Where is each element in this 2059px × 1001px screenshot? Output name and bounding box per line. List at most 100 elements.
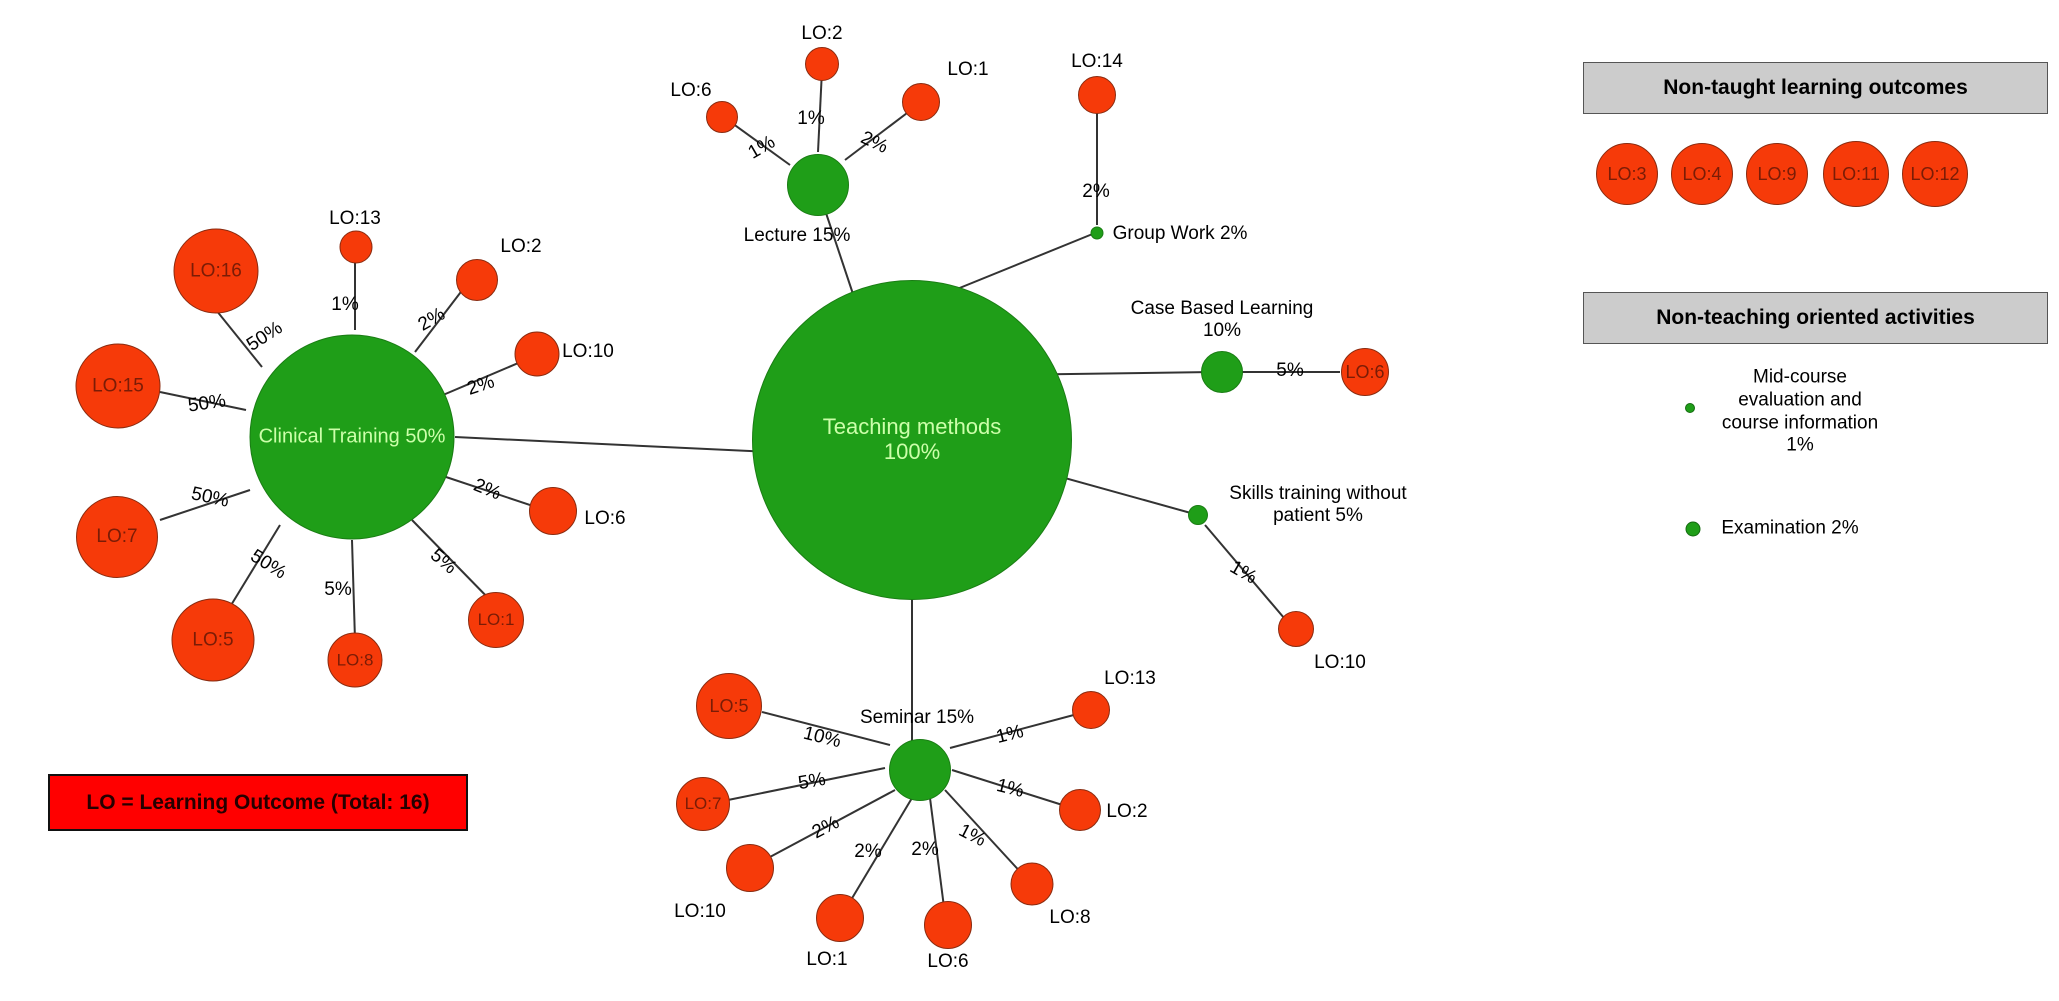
edge-seminar-lo13 <box>949 711 1086 749</box>
lo-node-clinical-lo7[interactable]: LO:7 <box>76 496 158 578</box>
hub-clinical-training-label: Clinical Training 50% <box>258 425 446 448</box>
edge-label-groupwork-root: 2% <box>1082 181 1110 202</box>
hub-skills-training-label: Skills training without patient 5% <box>1229 483 1407 526</box>
lo-node-clinical-lo13[interactable] <box>339 230 373 264</box>
lo-label-groupwork-lo14: LO:14 <box>1071 51 1123 73</box>
legend-lo-node-11[interactable]: LO:11 <box>1823 141 1889 207</box>
lo-label-lecture-lo1: LO:1 <box>947 59 989 81</box>
hub-case-based-learning-label: Case Based Learning 10% <box>1130 298 1314 341</box>
edge-seminar-lo2 <box>951 769 1073 809</box>
lo-label-skills-lo10: LO:10 <box>1314 652 1366 674</box>
hub-case-based-learning[interactable] <box>1201 351 1243 393</box>
edge-label-seminar-lo1: 2% <box>854 841 882 862</box>
lo-node-clinical-lo15[interactable]: LO:15 <box>75 343 161 429</box>
edge-root-clinical <box>454 436 771 453</box>
legend-non-taught-title: Non-taught learning outcomes <box>1663 76 1968 99</box>
lo-key-box: LO = Learning Outcome (Total: 16) <box>48 774 468 831</box>
legend-non-taught-header: Non-taught learning outcomes <box>1583 62 2048 114</box>
edge-seminar-lo5 <box>761 711 891 746</box>
lo-node-groupwork-lo14[interactable] <box>1078 76 1116 114</box>
lo-node-clinical-lo1-label: LO:1 <box>477 610 515 630</box>
hub-teaching-methods-label: Teaching methods 100% <box>822 414 1002 464</box>
activity-dot-mid-course <box>1685 403 1695 413</box>
lo-node-seminar-lo8[interactable] <box>1010 862 1054 906</box>
edge-label-seminar-lo7: 5% <box>796 768 828 795</box>
legend-lo-node-3[interactable]: LO:3 <box>1596 143 1658 205</box>
lo-node-clinical-lo2[interactable] <box>456 259 498 301</box>
edge-label-lecture-lo2: 1% <box>797 108 825 129</box>
activity-dot-examination <box>1685 521 1701 537</box>
edge-clinical-lo8 <box>351 539 356 641</box>
legend-lo-node-3-label: LO:3 <box>1607 163 1647 184</box>
legend-lo-node-12-label: LO:12 <box>1910 163 1960 184</box>
edge-clinical-lo7 <box>159 489 251 521</box>
lo-node-casebased-lo6[interactable]: LO:6 <box>1341 348 1389 396</box>
lo-label-lecture-lo6: LO:6 <box>670 80 712 102</box>
lo-label-clinical-lo2: LO:2 <box>500 236 542 258</box>
lo-node-clinical-lo8-label: LO:8 <box>336 650 374 670</box>
hub-lecture[interactable] <box>787 154 849 216</box>
lo-node-clinical-lo6[interactable] <box>529 487 577 535</box>
legend-lo-node-9[interactable]: LO:9 <box>1746 143 1808 205</box>
legend-non-teaching-title: Non-teaching oriented activities <box>1656 306 1975 329</box>
edge-clinical-lo15 <box>159 391 247 411</box>
lo-node-clinical-lo15-label: LO:15 <box>92 375 144 397</box>
edge-skills-lo10 <box>1204 524 1291 626</box>
legend-lo-node-11-label: LO:11 <box>1832 163 1880 184</box>
lo-node-skills-lo10[interactable] <box>1278 611 1314 647</box>
hub-seminar[interactable] <box>889 739 951 801</box>
lo-label-clinical-lo13: LO:13 <box>329 208 381 230</box>
lo-node-seminar-lo1[interactable] <box>816 894 864 942</box>
lo-node-lecture-lo2[interactable] <box>805 47 839 81</box>
lo-label-lecture-lo2: LO:2 <box>801 23 843 45</box>
legend-non-teaching-header: Non-teaching oriented activities <box>1583 292 2048 344</box>
edge-lecture-lo6 <box>724 117 791 166</box>
lo-key-label: LO = Learning Outcome (Total: 16) <box>86 790 430 814</box>
edge-label-clinical-lo8: 5% <box>324 579 352 600</box>
lo-node-clinical-lo16[interactable]: LO:16 <box>173 228 259 314</box>
lo-node-seminar-lo10[interactable] <box>726 844 774 892</box>
hub-group-work[interactable] <box>1090 226 1104 240</box>
edge-label-casebased-lo6: 5% <box>1276 360 1304 381</box>
edge-lecture-lo2 <box>817 69 823 153</box>
lo-node-seminar-lo6[interactable] <box>924 901 972 949</box>
legend-lo-node-4[interactable]: LO:4 <box>1671 143 1733 205</box>
activity-label-mid-course: Mid-course evaluation and course informa… <box>1721 366 1879 456</box>
edge-seminar-lo1 <box>844 797 913 911</box>
lo-label-seminar-lo13: LO:13 <box>1104 668 1156 690</box>
hub-clinical-training[interactable]: Clinical Training 50% <box>249 334 455 540</box>
lo-node-lecture-lo1[interactable] <box>902 83 940 121</box>
lo-node-clinical-lo5[interactable]: LO:5 <box>171 598 255 682</box>
lo-node-clinical-lo10[interactable] <box>514 331 560 377</box>
hub-teaching-methods[interactable]: Teaching methods 100% <box>752 280 1072 600</box>
edge-clinical-lo1 <box>411 519 496 606</box>
lo-label-seminar-lo1: LO:1 <box>806 949 848 971</box>
hub-seminar-label: Seminar 15% <box>859 707 975 729</box>
lo-node-seminar-lo5-label: LO:5 <box>709 695 749 716</box>
legend-lo-node-4-label: LO:4 <box>1682 163 1722 184</box>
edge-seminar-lo6 <box>929 797 946 916</box>
hub-skills-training[interactable] <box>1188 505 1208 525</box>
lo-node-seminar-lo13[interactable] <box>1072 691 1110 729</box>
lo-label-clinical-lo6: LO:6 <box>584 508 626 530</box>
edge-clinical-lo10 <box>442 357 531 396</box>
edge-label-seminar-lo6: 2% <box>911 839 939 860</box>
lo-node-seminar-lo2[interactable] <box>1059 789 1101 831</box>
legend-lo-node-12[interactable]: LO:12 <box>1902 141 1968 207</box>
lo-node-clinical-lo8[interactable]: LO:8 <box>327 632 383 688</box>
lo-node-seminar-lo5[interactable]: LO:5 <box>696 673 762 739</box>
lo-label-seminar-lo6: LO:6 <box>927 951 969 973</box>
lo-label-seminar-lo10: LO:10 <box>674 901 726 923</box>
lo-node-lecture-lo6[interactable] <box>706 101 738 133</box>
edge-seminar-lo7 <box>727 767 886 801</box>
lo-node-clinical-lo1[interactable]: LO:1 <box>468 592 524 648</box>
lo-node-casebased-lo6-label: LO:6 <box>1345 361 1385 382</box>
lo-label-clinical-lo10: LO:10 <box>562 341 614 363</box>
lo-label-seminar-lo2: LO:2 <box>1106 801 1148 823</box>
edge-label-clinical-lo13: 1% <box>331 294 359 315</box>
lo-node-clinical-lo5-label: LO:5 <box>192 629 234 651</box>
lo-node-seminar-lo7[interactable]: LO:7 <box>676 777 730 831</box>
lo-node-clinical-lo7-label: LO:7 <box>96 526 138 548</box>
